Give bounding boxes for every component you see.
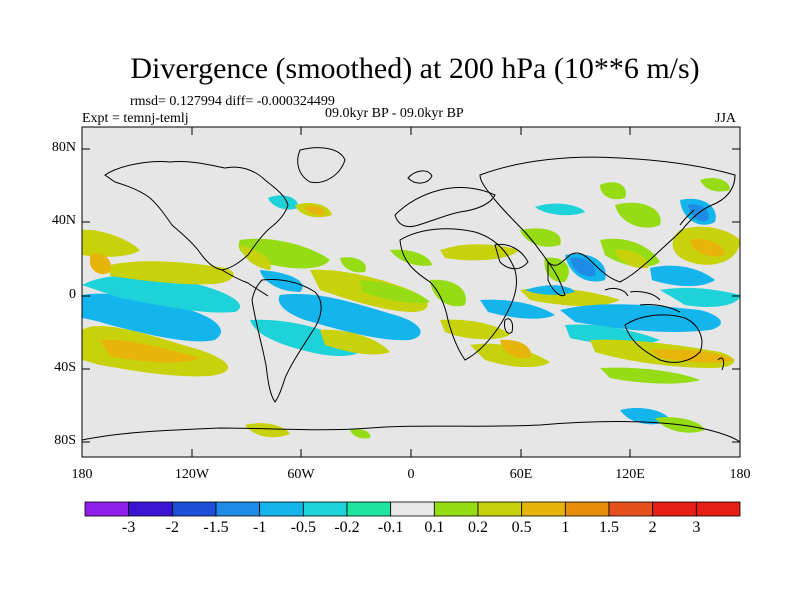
map-title: Divergence (smoothed) at 200 hPa (10**6 …	[130, 52, 700, 85]
lon-label-180e: 180	[729, 467, 751, 482]
colorbar-label: -1	[252, 519, 267, 536]
colorbar-label: 1.5	[599, 519, 619, 536]
colorbar-swatch	[171, 501, 217, 517]
lon-label-0: 0	[407, 467, 415, 482]
colorbar-swatch	[433, 501, 479, 517]
lat-label-40n: 40N	[51, 213, 76, 228]
colorbar-swatch	[215, 501, 261, 517]
lat-label-40s: 40S	[54, 360, 76, 375]
lon-label-120w: 120W	[174, 467, 210, 482]
colorbar-label: 1	[561, 519, 570, 536]
colorbar-swatch	[521, 501, 566, 517]
lon-ticks	[191, 127, 631, 457]
lon-label-120e: 120E	[615, 467, 645, 482]
colorbar-label: -2	[165, 519, 179, 536]
coastlines	[82, 147, 740, 443]
colorbar-label: 3	[692, 519, 701, 536]
colorbar-swatch	[608, 501, 654, 517]
colorbar-swatch	[84, 501, 130, 517]
lat-ticks	[82, 148, 740, 443]
period-label: 09.0kyr BP - 09.0kyr BP	[325, 106, 464, 121]
lat-label-80s: 80S	[54, 433, 76, 448]
experiment-label: Expt = temnj-temlj	[82, 111, 189, 126]
colorbar-swatch	[346, 501, 392, 517]
colorbar-swatch	[259, 501, 304, 517]
lon-label-60e: 60E	[509, 467, 533, 482]
colorbar-label: 2	[648, 519, 657, 536]
colorbar-label: 0.2	[468, 519, 488, 536]
colorbar-label: -0.2	[334, 519, 360, 536]
colorbar-swatch	[390, 501, 435, 517]
colorbar-swatch	[477, 501, 523, 517]
season-label: JJA	[715, 111, 737, 126]
colorbar-label: -1.5	[203, 519, 229, 536]
rmsd-diff-stats: rmsd= 0.127994 diff= -0.000324499	[130, 94, 335, 109]
colorbar-swatch	[695, 501, 741, 517]
colorbar-label: -0.1	[377, 519, 404, 536]
colorbar-label: 0.1	[424, 519, 445, 536]
colorbar	[84, 501, 741, 517]
contour-fills	[82, 178, 740, 439]
colorbar-label: 0.5	[511, 519, 532, 536]
lon-label-60w: 60W	[287, 467, 315, 482]
lat-label-0: 0	[69, 287, 76, 302]
colorbar-label: -3	[121, 519, 136, 536]
lat-label-80n: 80N	[51, 140, 76, 155]
colorbar-swatch	[128, 501, 173, 517]
colorbar-swatch	[564, 501, 610, 517]
colorbar-swatch	[302, 501, 348, 517]
colorbar-swatch	[652, 501, 697, 517]
lon-label-180w: 180	[71, 467, 93, 482]
colorbar-label: -0.5	[290, 519, 316, 536]
